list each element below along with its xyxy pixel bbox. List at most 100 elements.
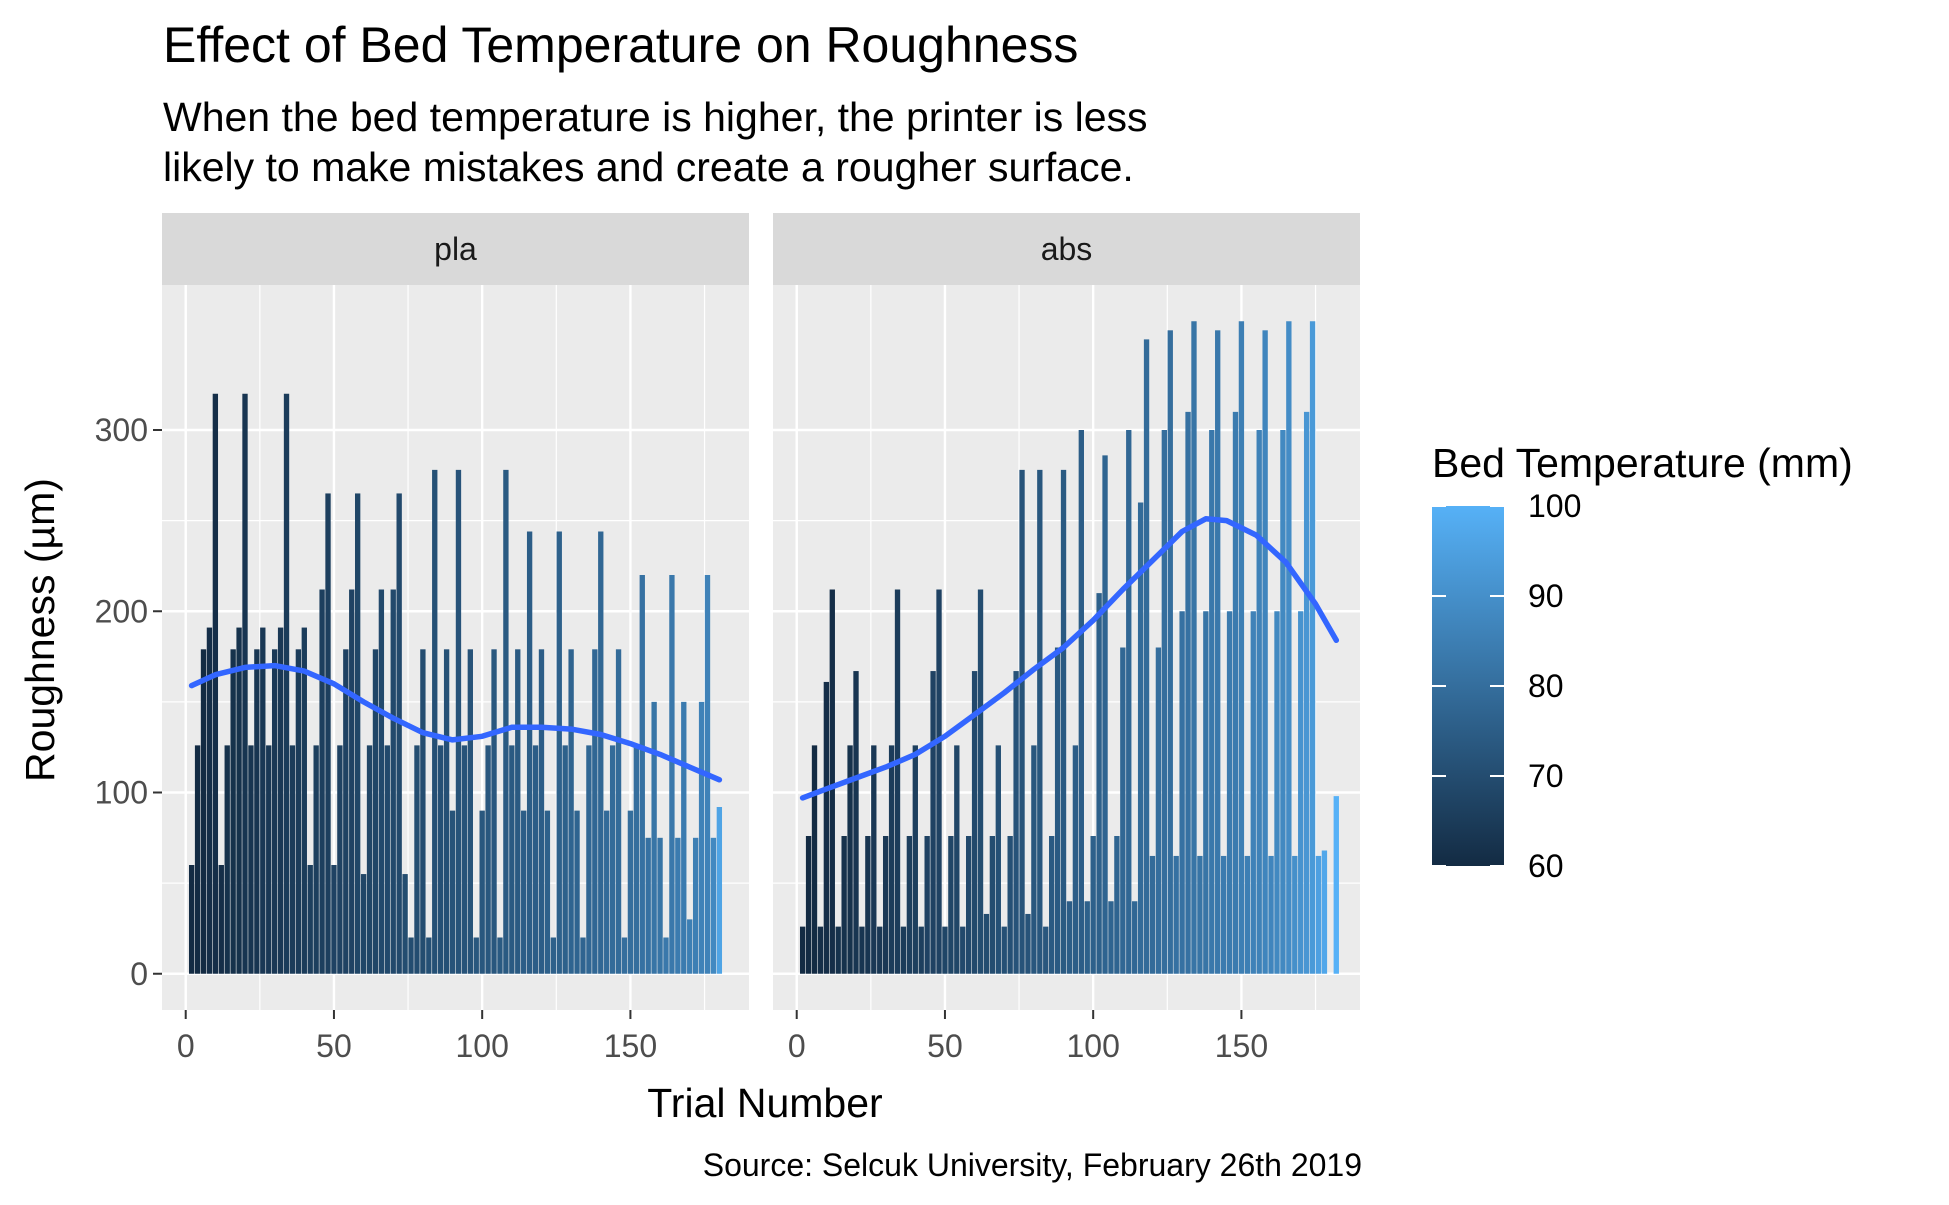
- legend-label: 60: [1528, 848, 1564, 884]
- bar: [331, 865, 337, 974]
- x-tick-label: 50: [316, 1028, 352, 1064]
- bar: [1244, 855, 1251, 974]
- bar: [1256, 430, 1262, 974]
- bar: [1060, 469, 1067, 974]
- bar: [277, 627, 284, 974]
- bar: [942, 926, 948, 974]
- facet-strip: [162, 213, 749, 285]
- bar: [538, 649, 545, 974]
- x-tick-label: 50: [927, 1028, 963, 1064]
- bar: [242, 393, 248, 974]
- legend-label: 90: [1528, 578, 1564, 614]
- bar: [206, 627, 213, 974]
- bar: [651, 701, 657, 974]
- bar: [580, 937, 586, 974]
- bar: [912, 745, 918, 974]
- bar: [663, 937, 669, 974]
- bar: [509, 745, 515, 974]
- bar: [924, 836, 930, 974]
- bar: [1215, 330, 1221, 974]
- bar: [954, 745, 960, 974]
- bar: [1179, 611, 1185, 974]
- bar: [805, 836, 812, 974]
- bar: [378, 589, 385, 974]
- bar: [491, 649, 497, 974]
- bar: [556, 531, 562, 974]
- bar: [1280, 430, 1286, 974]
- bar: [835, 926, 841, 974]
- bar: [995, 745, 1001, 974]
- bar: [1066, 901, 1073, 974]
- bar: [354, 493, 361, 974]
- bar: [698, 701, 705, 974]
- bar: [692, 837, 699, 974]
- bar: [360, 874, 367, 974]
- facet-panel-abs: abs 0 50 100 150: [773, 213, 1360, 1064]
- chart-subtitle-line-1: When the bed temperature is higher, the …: [163, 94, 1148, 140]
- bar: [230, 649, 236, 974]
- bar: [900, 926, 907, 974]
- bar: [983, 913, 990, 974]
- bar: [212, 393, 219, 974]
- bar: [1274, 611, 1280, 974]
- bar: [1072, 745, 1079, 974]
- bar: [871, 745, 877, 974]
- bar: [1232, 411, 1239, 974]
- bar: [669, 575, 675, 974]
- bar: [1019, 469, 1025, 974]
- bar: [989, 836, 996, 974]
- bar: [598, 531, 604, 974]
- facet-strip-label: pla: [434, 231, 477, 267]
- bar: [859, 926, 865, 974]
- bar: [1013, 671, 1019, 974]
- bar: [414, 745, 420, 974]
- bar: [894, 589, 901, 974]
- bar: [1078, 430, 1084, 974]
- bar: [420, 649, 426, 974]
- bar: [633, 745, 640, 974]
- bar: [1126, 430, 1132, 974]
- bar: [586, 745, 592, 974]
- bar: [526, 531, 533, 974]
- bar: [544, 810, 551, 974]
- bar: [906, 836, 913, 974]
- bar: [260, 627, 266, 974]
- bar: [1049, 836, 1055, 974]
- bar: [1007, 836, 1013, 974]
- bar: [1132, 901, 1138, 974]
- bar: [1191, 321, 1197, 974]
- bar: [307, 865, 313, 974]
- bar: [1303, 411, 1310, 974]
- bar: [1137, 502, 1144, 974]
- bar: [1054, 647, 1061, 974]
- bar: [497, 937, 503, 974]
- bar: [1090, 836, 1096, 974]
- x-axis-title: Trial Number: [647, 1080, 882, 1126]
- legend-title: Bed Temperature (mm): [1432, 440, 1853, 486]
- bar: [1108, 901, 1114, 974]
- bar: [841, 836, 847, 974]
- bar: [562, 745, 568, 974]
- bar: [1031, 745, 1037, 974]
- bar: [390, 589, 396, 974]
- bar: [1250, 611, 1256, 974]
- bar: [218, 865, 224, 974]
- bar: [236, 627, 242, 974]
- bar: [977, 589, 984, 974]
- y-tick-label: 300: [95, 412, 148, 448]
- bar: [366, 745, 373, 974]
- bar: [461, 745, 468, 974]
- bar: [467, 649, 473, 974]
- bar: [1084, 901, 1090, 974]
- bar: [609, 745, 616, 974]
- bar: [254, 649, 260, 974]
- bar: [829, 589, 835, 974]
- chart-caption: Source: Selcuk University, February 26th…: [703, 1147, 1362, 1183]
- bar: [313, 745, 319, 974]
- bar: [936, 589, 942, 974]
- bar: [550, 937, 557, 974]
- bar: [1298, 611, 1304, 974]
- facet-strip: [773, 213, 1360, 285]
- bar: [645, 837, 651, 974]
- bar: [1096, 593, 1102, 974]
